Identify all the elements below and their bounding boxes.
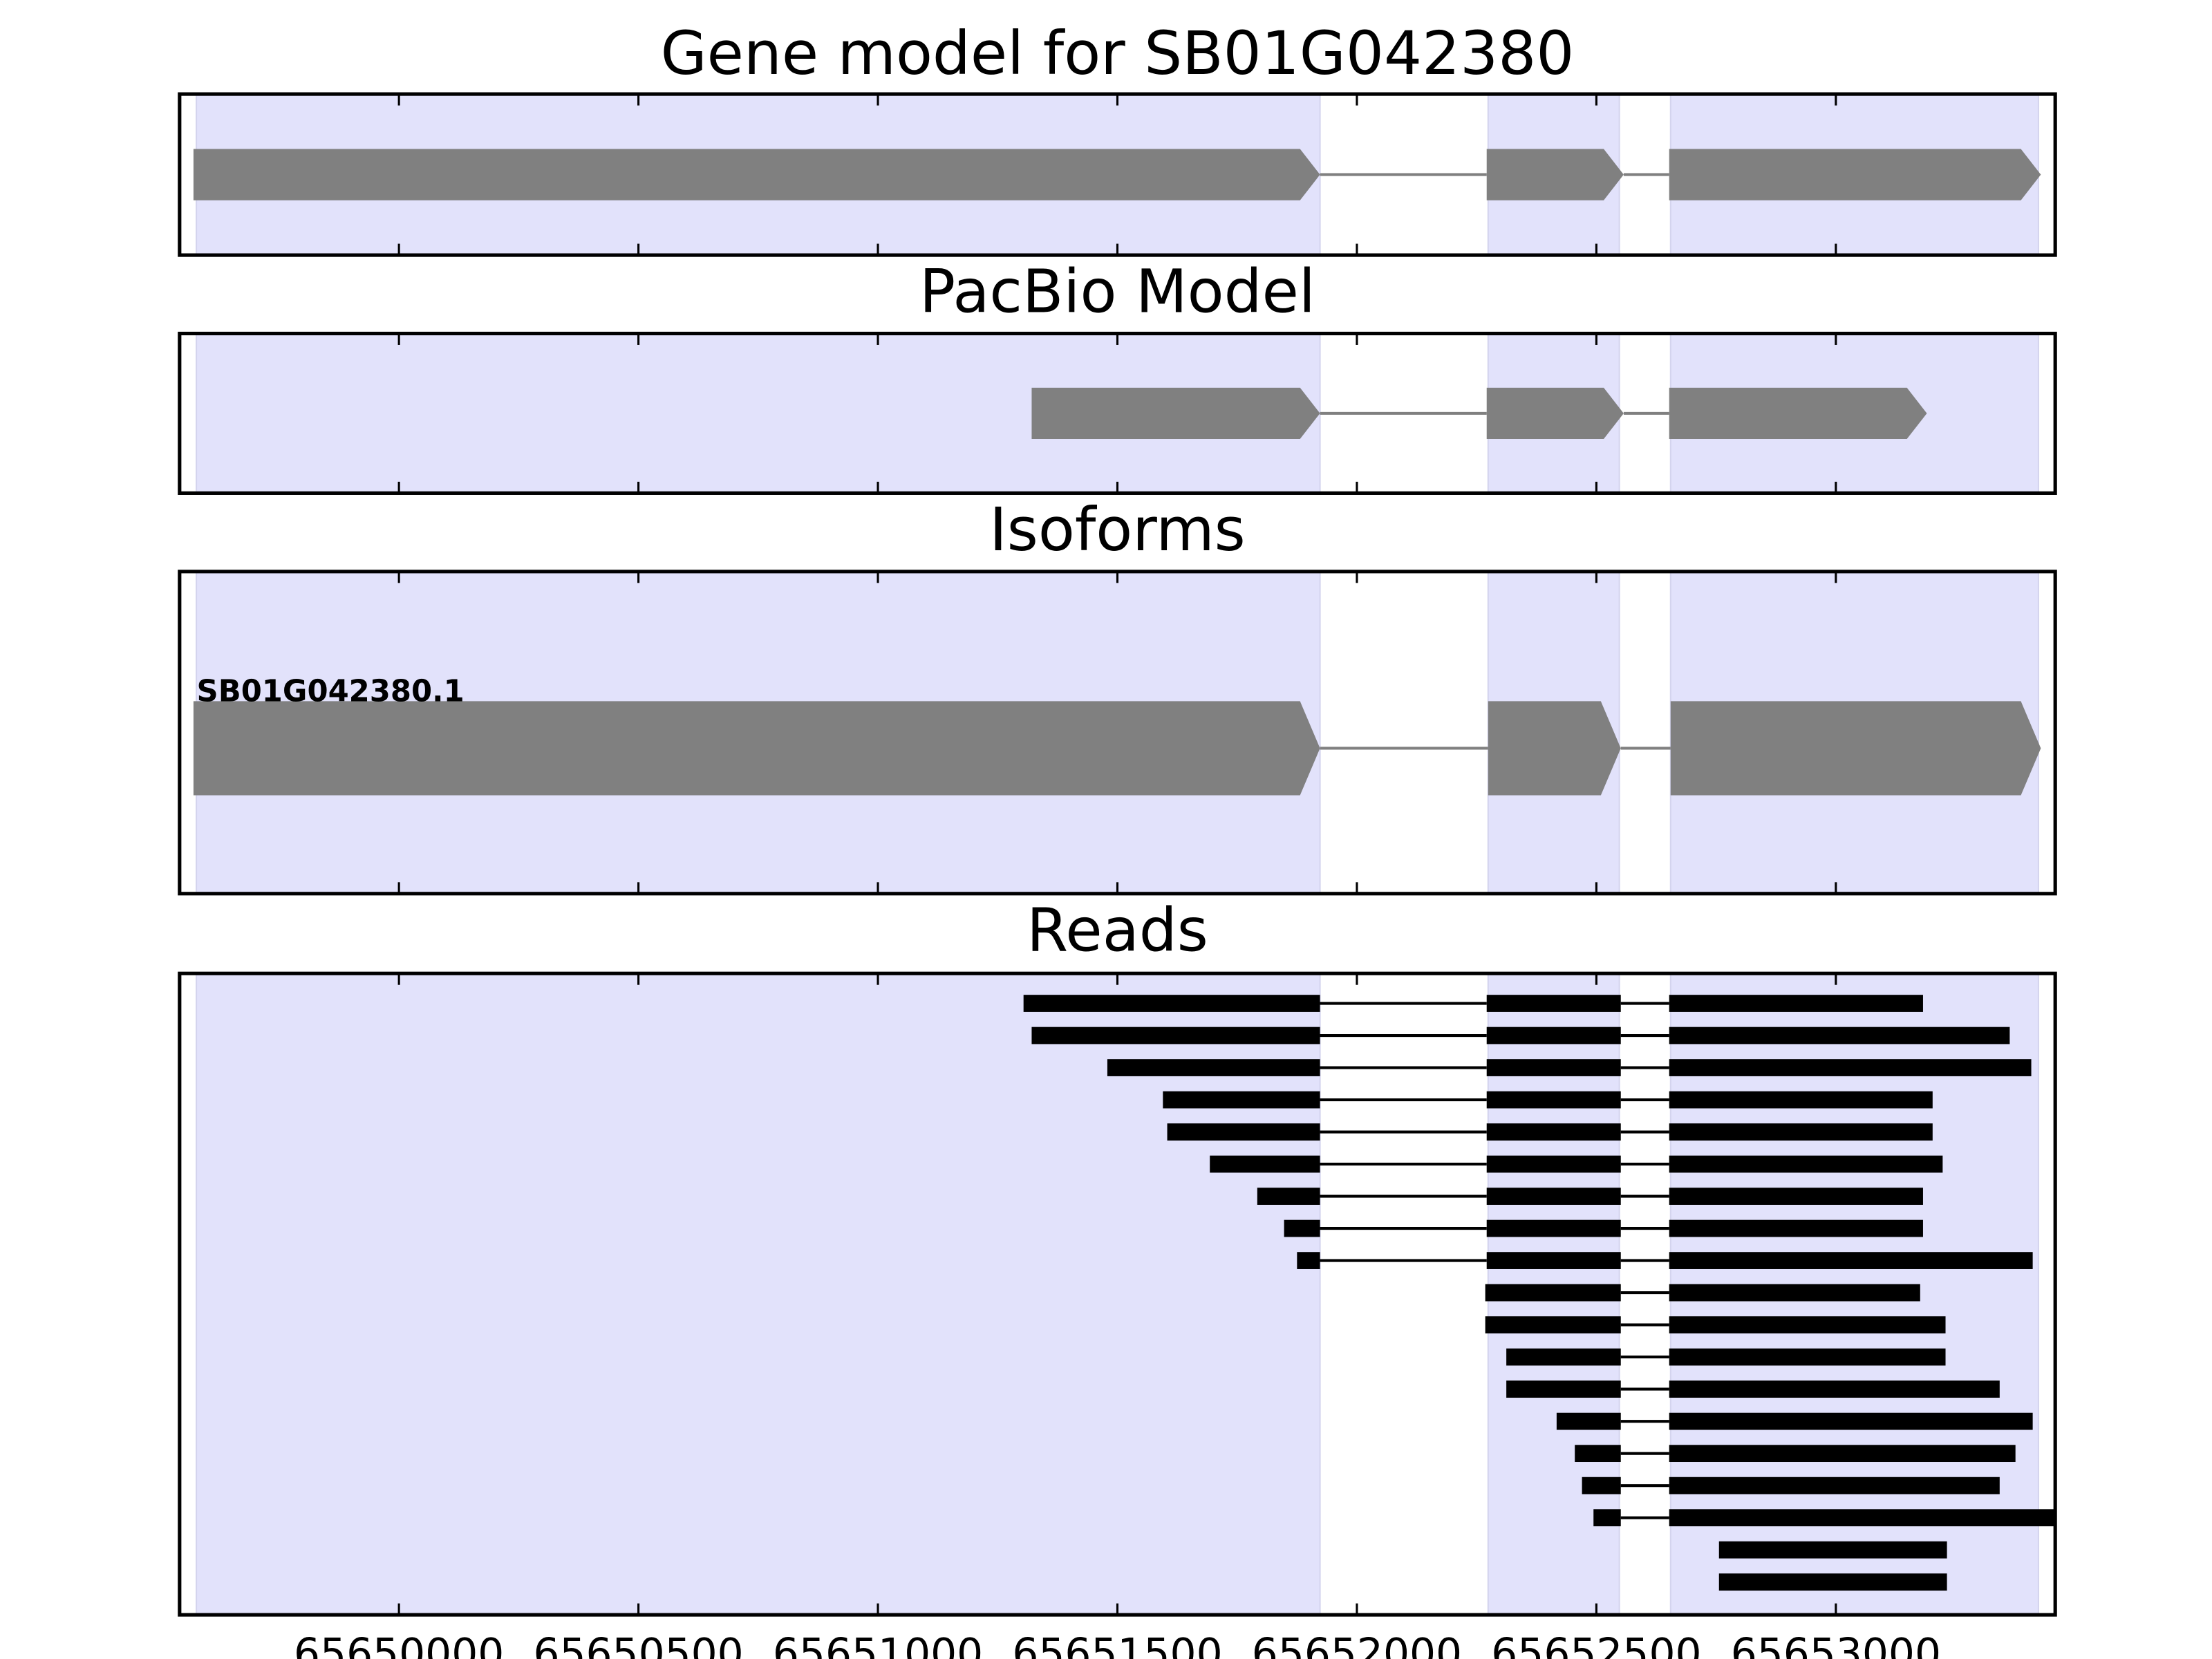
panel-frame [178, 331, 2057, 495]
x-tick-label: 65652000 [1252, 1630, 1462, 1659]
read-block [1486, 1188, 1621, 1205]
x-tick-label: 65652500 [1491, 1630, 1701, 1659]
x-tick-label: 65650000 [294, 1630, 504, 1659]
panel-frame [178, 570, 2057, 896]
x-tick-label: 65651500 [1012, 1630, 1222, 1659]
read-block [1506, 1380, 1621, 1398]
exon [1669, 387, 1927, 440]
panel-frame [178, 92, 2057, 257]
exon [193, 149, 1320, 200]
read-block [1107, 1059, 1320, 1076]
read-block [1506, 1348, 1621, 1366]
read-block [1297, 1252, 1320, 1269]
x-tick-label: 65650500 [533, 1630, 743, 1659]
panel-title: Isoforms [989, 496, 1246, 565]
read-block [1669, 1091, 1933, 1109]
read-block [1718, 1573, 1947, 1591]
x-tick-label: 65651000 [773, 1630, 983, 1659]
panel-frame [178, 971, 2057, 1617]
x-tick-label: 65653000 [1731, 1630, 1941, 1659]
read-block [1669, 1348, 1946, 1366]
read-block [1669, 1219, 1923, 1237]
read-block [1669, 1123, 1933, 1141]
read-block [1167, 1123, 1320, 1141]
read-block [1486, 1155, 1621, 1173]
read-block [1718, 1541, 1947, 1559]
read-block [1486, 995, 1621, 1012]
read-block [1486, 1091, 1621, 1109]
exon [1670, 701, 2041, 796]
panel-title: PacBio Model [919, 258, 1315, 327]
read-block [1257, 1188, 1320, 1205]
read-block [1485, 1284, 1621, 1302]
exon [193, 701, 1320, 796]
read-block [1669, 1477, 2000, 1494]
read-block [1486, 1219, 1621, 1237]
read-block [1669, 1155, 1943, 1173]
read-block [1669, 1027, 2010, 1044]
read-block [1284, 1219, 1320, 1237]
read-block [1669, 1316, 1946, 1333]
read-block [1556, 1412, 1621, 1430]
read-block [1669, 1188, 1923, 1205]
read-block [1163, 1091, 1320, 1109]
read-block [1669, 1059, 2032, 1076]
exon [1486, 387, 1624, 440]
read-block [1669, 1252, 2033, 1269]
read-block [1669, 1445, 2016, 1463]
read-block [1575, 1445, 1621, 1463]
read-block [1031, 1027, 1320, 1044]
exon [1669, 149, 2041, 200]
isoform-label: SB01G042380.1 [197, 674, 465, 709]
read-block [1485, 1316, 1621, 1333]
exon [1486, 149, 1624, 200]
exon [1031, 387, 1320, 440]
read-block [1486, 1059, 1621, 1076]
read-block [1593, 1509, 1621, 1527]
read-block [1669, 995, 1923, 1012]
read-block [1210, 1155, 1320, 1173]
read-block [1023, 995, 1320, 1012]
read-block [1486, 1123, 1621, 1141]
read-block [1669, 1509, 2056, 1527]
read-block [1669, 1380, 2000, 1398]
read-block [1486, 1252, 1621, 1269]
read-block [1486, 1027, 1621, 1044]
panel-title: Gene model for SB01G042380 [661, 19, 1575, 88]
read-block [1669, 1412, 2033, 1430]
read-block [1582, 1477, 1621, 1494]
panel-title: Reads [1027, 896, 1208, 965]
read-block [1669, 1284, 1920, 1302]
exon [1488, 701, 1621, 796]
